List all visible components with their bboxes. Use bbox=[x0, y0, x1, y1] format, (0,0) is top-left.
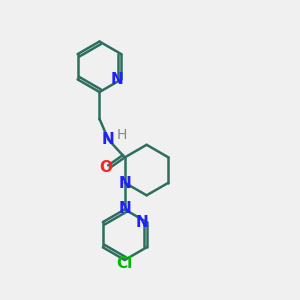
Text: N: N bbox=[118, 176, 131, 191]
Text: N: N bbox=[119, 201, 132, 216]
Text: O: O bbox=[99, 160, 112, 175]
Text: Cl: Cl bbox=[117, 256, 133, 271]
Text: N: N bbox=[110, 72, 123, 87]
Text: H: H bbox=[117, 128, 127, 142]
Text: N: N bbox=[136, 214, 148, 230]
Text: N: N bbox=[102, 132, 115, 147]
